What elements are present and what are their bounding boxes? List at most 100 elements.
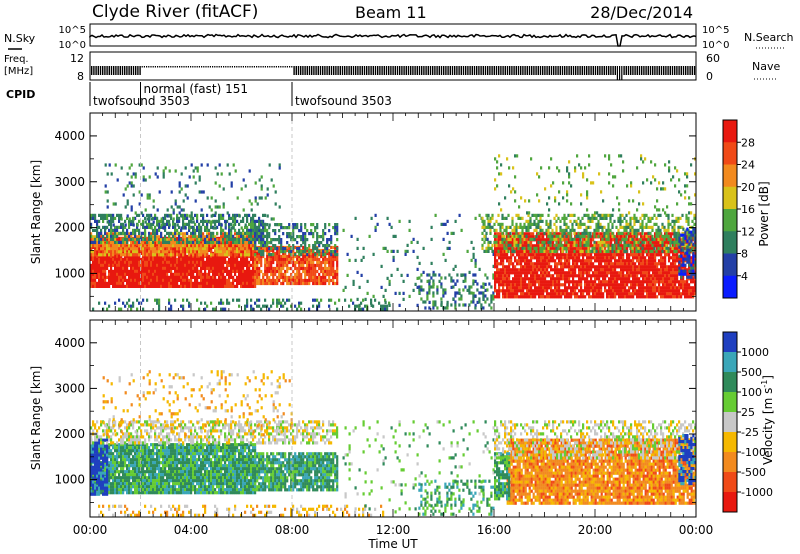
data-cell	[250, 281, 253, 285]
data-cell	[530, 253, 533, 257]
data-cell	[328, 248, 331, 253]
data-cell	[334, 301, 337, 305]
data-cell	[474, 279, 477, 283]
data-cell	[102, 225, 105, 229]
data-cell	[148, 196, 151, 200]
data-cell	[186, 257, 189, 261]
data-cell	[240, 284, 243, 288]
data-cell	[570, 286, 573, 290]
data-cell	[560, 253, 563, 257]
data-cell	[556, 268, 559, 272]
data-cell	[232, 260, 235, 264]
data-cell	[490, 300, 493, 304]
data-cell	[546, 232, 549, 236]
data-cell	[456, 273, 459, 277]
data-cell	[250, 254, 253, 258]
data-cell	[524, 292, 527, 296]
data-cell	[126, 284, 129, 288]
data-cell	[568, 238, 571, 242]
freq-gap-mark	[621, 66, 623, 80]
data-cell	[328, 269, 331, 274]
data-cell	[512, 280, 515, 284]
data-cell	[512, 244, 515, 248]
data-cell	[218, 269, 221, 273]
data-cell	[566, 256, 569, 260]
data-cell	[568, 262, 571, 266]
data-cell	[236, 219, 239, 223]
data-cell	[326, 250, 329, 254]
data-cell	[514, 271, 517, 275]
data-cell	[262, 245, 265, 250]
data-cell	[290, 235, 293, 239]
data-cell	[174, 281, 177, 285]
freq-mark	[128, 66, 130, 75]
data-cell	[122, 281, 125, 285]
data-cell	[172, 266, 175, 270]
data-cell	[580, 268, 583, 272]
data-cell	[560, 295, 563, 299]
data-cell	[536, 241, 539, 245]
data-cell	[90, 269, 93, 273]
data-cell	[550, 292, 553, 296]
data-cell	[542, 265, 545, 269]
data-cell	[116, 269, 119, 273]
data-cell	[200, 244, 203, 248]
data-cell	[120, 244, 123, 248]
data-cell	[230, 266, 233, 270]
data-cell	[200, 228, 203, 232]
freq-mark	[203, 66, 205, 68]
data-cell	[582, 268, 585, 272]
data-cell	[134, 240, 137, 244]
data-cell	[184, 222, 187, 226]
data-cell	[318, 272, 321, 277]
data-cell	[298, 247, 301, 251]
data-cell	[524, 274, 527, 278]
data-cell	[166, 281, 169, 285]
data-cell	[138, 190, 141, 194]
data-cell	[120, 231, 123, 235]
data-cell	[114, 225, 117, 229]
freq-mark	[586, 66, 588, 75]
data-cell	[288, 257, 291, 262]
data-cell	[288, 226, 291, 230]
data-cell	[160, 253, 163, 257]
data-cell	[148, 257, 151, 261]
data-cell	[294, 260, 297, 265]
data-cell	[144, 231, 147, 235]
data-cell	[202, 263, 205, 267]
freq-mark	[339, 66, 341, 75]
data-cell	[264, 278, 267, 283]
data-cell	[328, 251, 331, 256]
data-cell	[94, 237, 97, 241]
data-cell	[226, 163, 229, 167]
data-cell	[500, 253, 503, 257]
data-cell	[422, 288, 425, 292]
data-cell	[498, 232, 501, 236]
data-cell	[172, 238, 175, 242]
data-cell	[150, 247, 153, 251]
data-cell	[570, 253, 573, 257]
data-cell	[182, 272, 185, 276]
data-cell	[152, 269, 155, 273]
data-cell	[266, 263, 269, 268]
freq-mark	[350, 66, 352, 75]
data-cell	[520, 274, 523, 278]
data-cell	[336, 253, 339, 257]
data-cell	[308, 266, 311, 271]
data-cell	[148, 237, 151, 241]
data-cell	[182, 257, 185, 261]
freq-mark	[106, 66, 108, 75]
data-cell	[184, 284, 187, 288]
data-cell	[124, 284, 127, 288]
data-cell	[142, 231, 145, 235]
data-cell	[304, 250, 307, 254]
freq-mark	[234, 66, 236, 68]
freq-mark	[359, 66, 361, 75]
data-cell	[388, 303, 391, 307]
data-cell	[150, 278, 153, 282]
data-cell	[128, 260, 131, 264]
freq-mark	[181, 66, 183, 68]
data-cell	[204, 253, 207, 257]
data-cell	[574, 295, 577, 299]
data-cell	[476, 288, 479, 292]
